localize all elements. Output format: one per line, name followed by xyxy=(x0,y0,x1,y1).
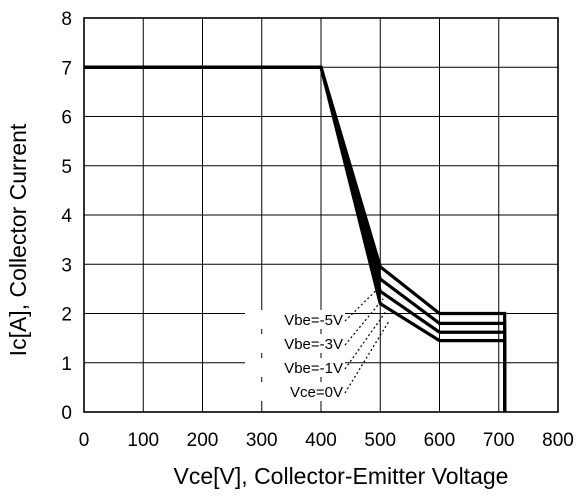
annotation-label: Vbe=-5V xyxy=(284,312,343,329)
series-line xyxy=(84,65,507,412)
annotation-leader xyxy=(344,310,387,370)
y-tick-label: 5 xyxy=(61,157,72,178)
y-tick-label: 1 xyxy=(61,354,72,375)
plot-frame xyxy=(83,17,559,413)
annotation-backdrop xyxy=(245,382,345,401)
x-tick-label: 100 xyxy=(127,430,159,451)
annotation-label: Vce=0V xyxy=(290,384,343,401)
annotation-label: Vbe=-3V xyxy=(284,336,343,353)
x-tick-label: 400 xyxy=(305,430,337,451)
annotation-backdrop xyxy=(245,334,345,353)
x-tick-label: 200 xyxy=(187,430,219,451)
x-tick-label: 700 xyxy=(483,430,515,451)
x-tick-labels: 0 100 200 300 400 500 600 700 800 xyxy=(79,430,574,451)
x-axis-label: Vce[V], Collector-Emitter Voltage xyxy=(174,463,509,489)
x-tick-label: 800 xyxy=(542,430,574,451)
y-tick-label: 3 xyxy=(61,255,72,276)
x-tick-label: 300 xyxy=(246,430,278,451)
y-tick-labels: 0 1 2 3 4 5 6 7 8 xyxy=(61,9,72,424)
x-tick-label: 600 xyxy=(424,430,456,451)
series-bundle-fill xyxy=(320,67,381,304)
y-tick-label: 6 xyxy=(61,108,72,129)
y-tick-label: 2 xyxy=(61,305,72,326)
x-tick-label: 0 xyxy=(79,430,90,451)
y-tick-label: 7 xyxy=(61,58,72,79)
annotation-backdrop xyxy=(245,310,345,329)
annotation-group: Vbe=-5V Vbe=-3V Vbe=-1V Vce=0V xyxy=(245,285,390,401)
annotation-leader xyxy=(344,298,384,346)
annotation-leader xyxy=(344,285,381,322)
y-axis-label: Ic[A], Collector Current xyxy=(5,123,31,356)
series-group xyxy=(84,65,507,412)
y-tick-label: 0 xyxy=(61,403,72,424)
annotation-leader xyxy=(344,320,390,394)
annotation-backdrop xyxy=(245,358,345,377)
y-tick-label: 4 xyxy=(61,206,72,227)
y-tick-label: 8 xyxy=(61,9,72,30)
x-tick-label: 500 xyxy=(364,430,396,451)
annotation-label: Vbe=-1V xyxy=(284,360,343,377)
